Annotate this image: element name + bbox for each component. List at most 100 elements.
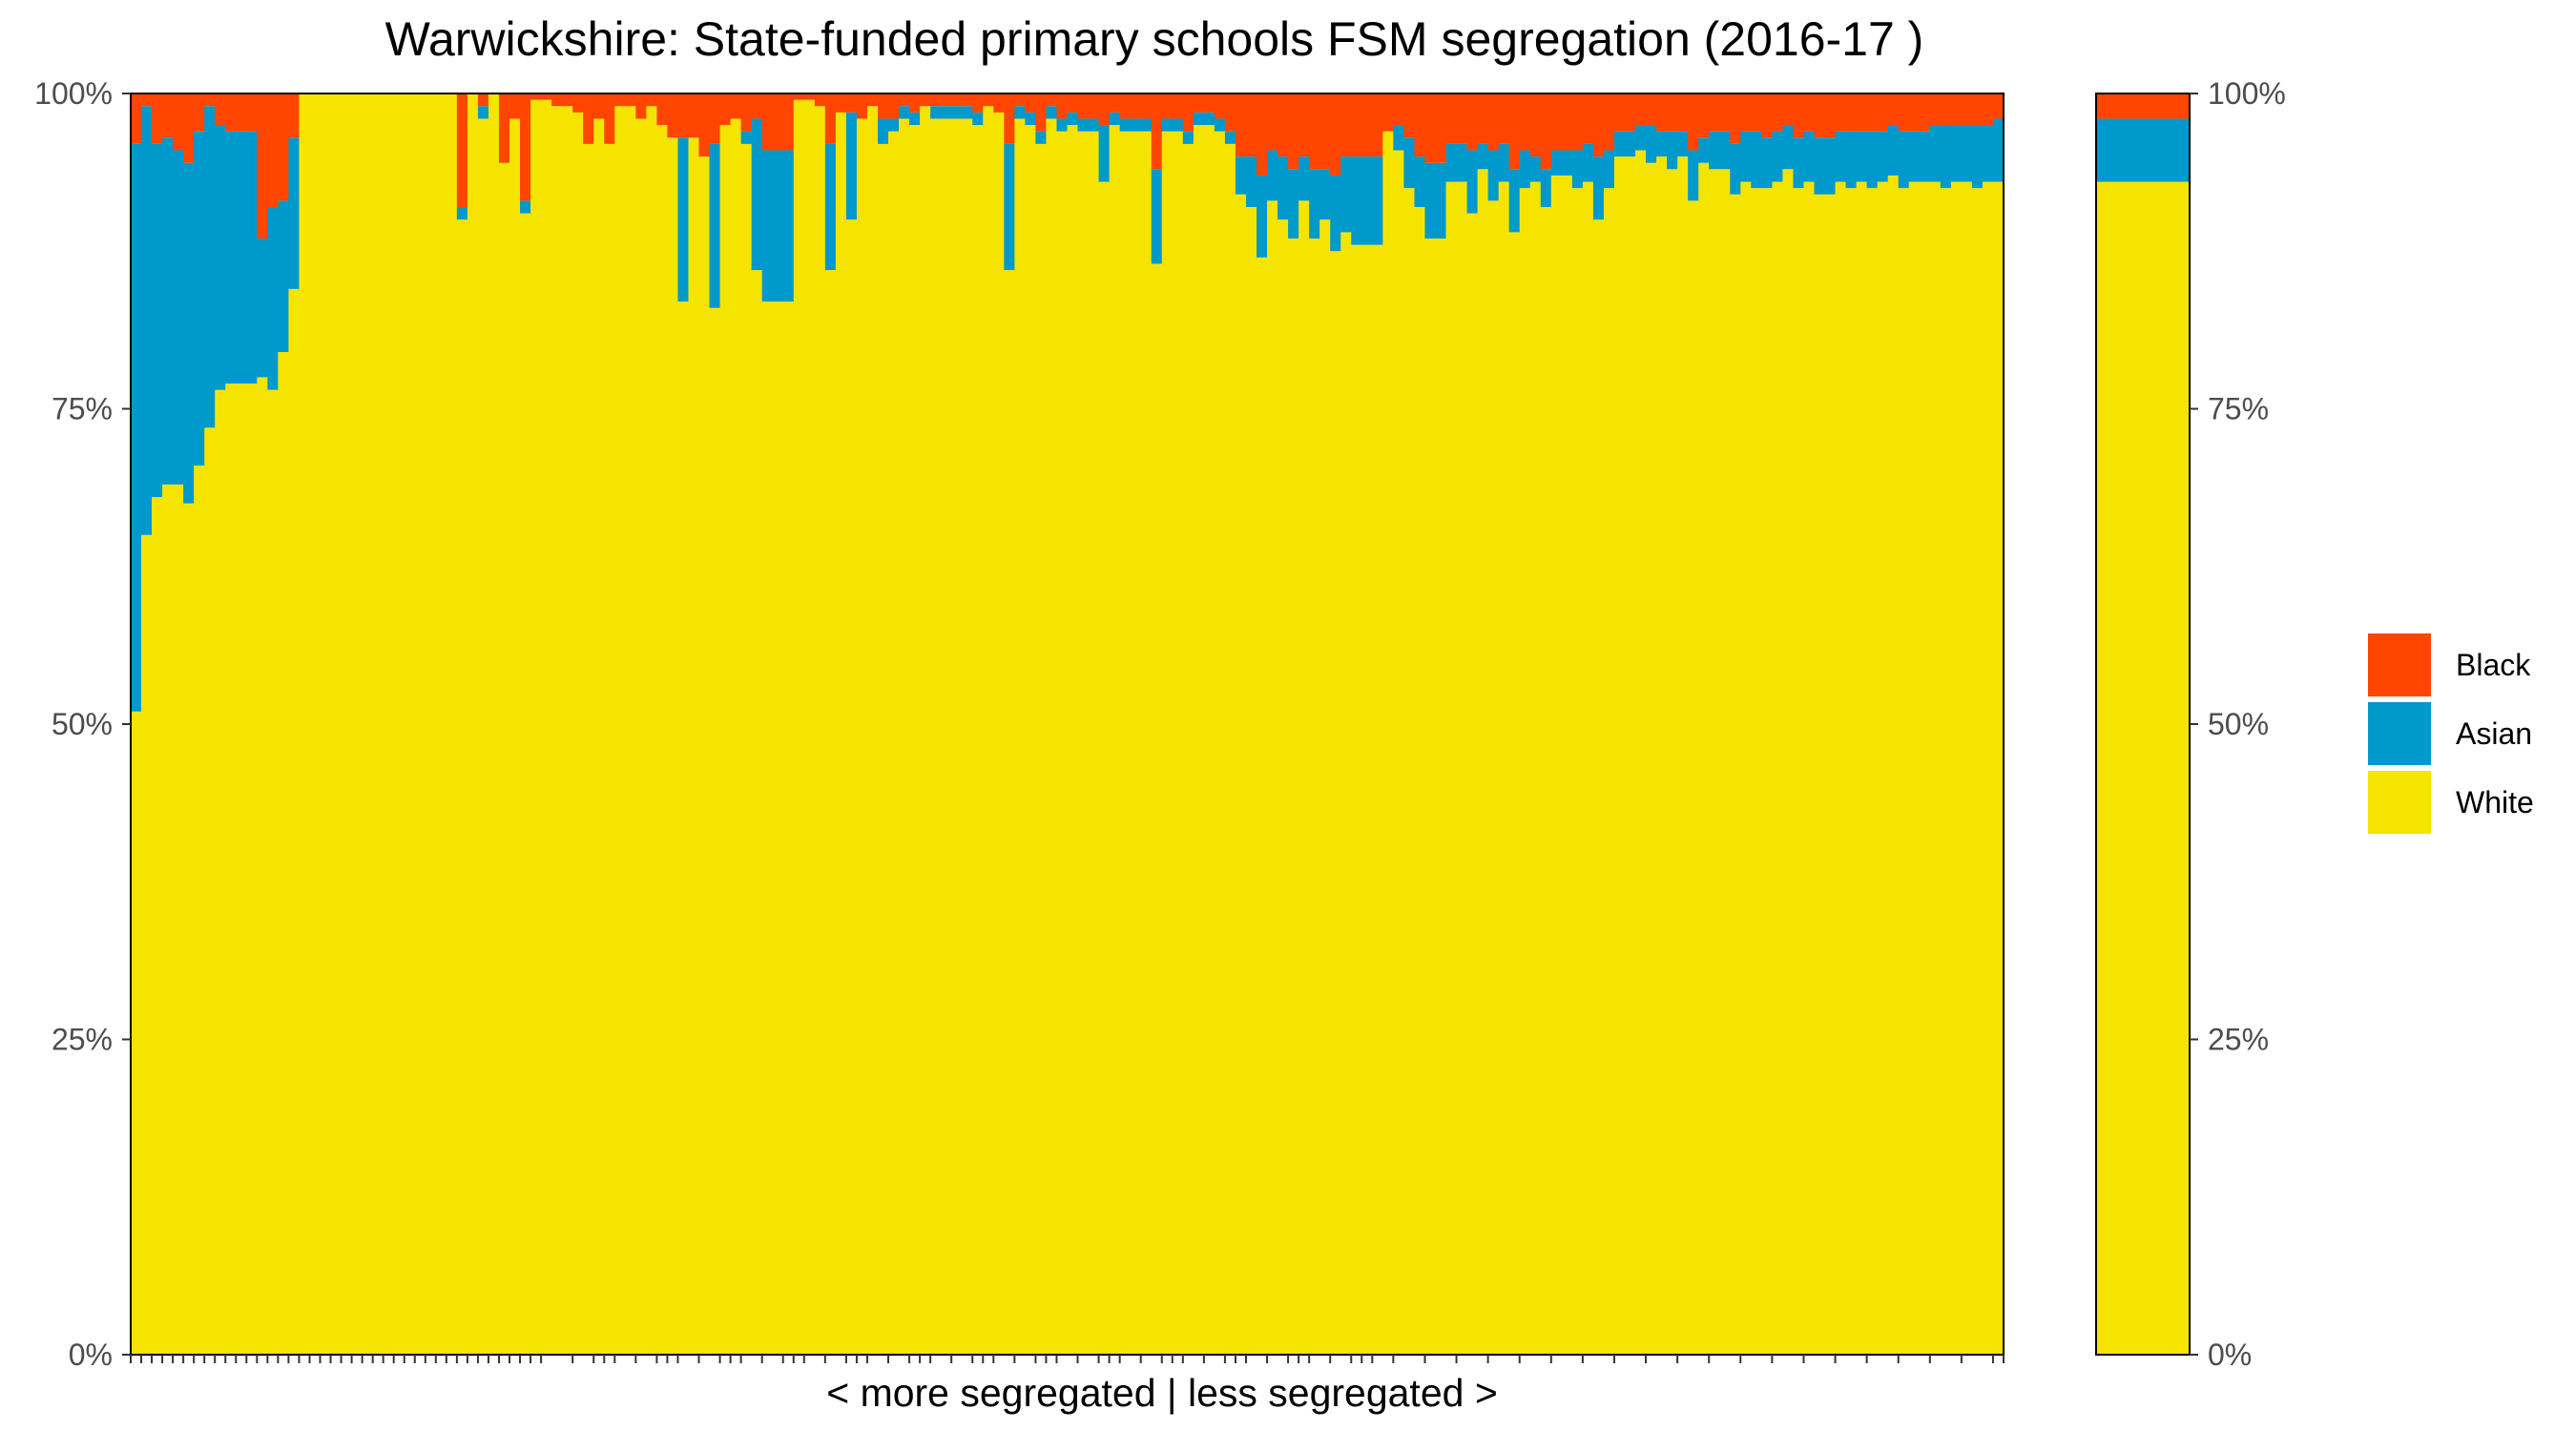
bar-segment-white-150 [1698, 162, 1710, 1356]
bar-segment-white-163 [1835, 181, 1847, 1355]
bar-segment-asian-168 [1887, 125, 1900, 176]
bar-segment-asian-149 [1688, 150, 1699, 201]
bar-segment-white-152 [1719, 169, 1731, 1355]
bar-segment-white-99 [1161, 131, 1174, 1355]
bar-segment-white-89 [1056, 131, 1069, 1355]
bar-segment-white-82 [983, 106, 994, 1356]
y-tick-label-right: 25% [2208, 1023, 2269, 1057]
bar-segment-black-77 [930, 93, 942, 107]
bar-segment-black-72 [877, 93, 889, 119]
bar-segment-asian-167 [1877, 131, 1889, 182]
bar-segment-black-7 [194, 93, 205, 132]
bar-segment-white-85 [1014, 118, 1026, 1356]
bar-segment-black-146 [1656, 93, 1668, 132]
bar-segment-asian-164 [1845, 131, 1858, 189]
bar-segment-asian-15 [278, 200, 290, 353]
bar-segment-black-136 [1550, 93, 1563, 151]
bar-segment-black-37 [509, 93, 521, 119]
bar-segment-black-104 [1214, 93, 1226, 119]
bar-segment-white-148 [1677, 156, 1689, 1356]
bar-segment-black-169 [1898, 93, 1910, 132]
bar-segment-black-16 [288, 93, 301, 138]
bar-segment-black-147 [1667, 93, 1678, 132]
bar-segment-white-52 [667, 137, 679, 1355]
bar-segment-white-78 [941, 118, 952, 1356]
bar-segment-black-108 [1257, 93, 1268, 176]
bar-segment-white-161 [1814, 194, 1826, 1355]
bar-segment-white-10 [225, 384, 237, 1355]
bar-segment-asian-121 [1393, 125, 1404, 151]
bar-segment-black-103 [1203, 93, 1215, 113]
bar-segment-white-104 [1214, 131, 1226, 1355]
bar-segment-asian-133 [1519, 150, 1531, 189]
bar-segment-white-153 [1730, 194, 1741, 1355]
bar-segment-black-90 [1067, 93, 1079, 113]
bar-segment-white-126 [1445, 181, 1458, 1355]
bar-segment-black-117 [1351, 93, 1362, 157]
bar-segment-asian-100 [1172, 118, 1184, 132]
bar-segment-white-32 [456, 219, 468, 1356]
bar-segment-black-100 [1172, 93, 1184, 119]
bar-segment-white-125 [1435, 238, 1447, 1355]
bar-segment-black-105 [1224, 93, 1236, 132]
bar-segment-black-14 [267, 93, 279, 207]
bar-segment-white-168 [1887, 175, 1900, 1356]
bar-segment-asian-32 [456, 206, 468, 220]
bar-segment-asian-173 [1940, 125, 1952, 189]
bar-segment-asian-96 [1130, 118, 1142, 132]
bar-segment-black-109 [1267, 93, 1278, 151]
bar-segment-black-94 [1109, 93, 1121, 113]
bar-segment-asian-174 [1950, 125, 1963, 182]
bar-segment-white-165 [1856, 181, 1868, 1355]
bar-segment-asian-72 [877, 118, 889, 144]
bar-segment-black-143 [1624, 93, 1636, 132]
bar-segment-white-44 [583, 143, 594, 1355]
bar-segment-white-121 [1393, 150, 1404, 1356]
bar-segment-white-156 [1761, 188, 1773, 1355]
bar-segment-asian-102 [1193, 112, 1205, 126]
bar-segment-black-114 [1319, 93, 1331, 170]
bar-segment-asian-153 [1730, 143, 1741, 195]
bar-segment-black-66 [814, 93, 826, 107]
bar-segment-white-174 [1950, 181, 1963, 1355]
bar-segment-white-146 [1656, 156, 1668, 1356]
bar-segment-black-4 [162, 93, 174, 138]
bar-segment-asian-132 [1508, 169, 1521, 233]
bar-segment-black-2 [141, 93, 153, 107]
bar-segment-asian-114 [1319, 169, 1331, 220]
bar-segment-black-158 [1782, 93, 1795, 126]
bar-segment-black-62 [772, 93, 784, 151]
bar-segment-black-49 [635, 93, 647, 119]
bar-segment-white-57 [719, 125, 732, 1355]
bar-segment-white-76 [920, 106, 931, 1356]
bar-segment-asian-172 [1929, 125, 1942, 182]
bar-segment-black-56 [709, 93, 721, 144]
bar-segment-asian-89 [1056, 118, 1069, 132]
bar-segment-white-79 [951, 118, 963, 1356]
bar-segment-black-112 [1298, 93, 1310, 157]
bar-segment-white-115 [1330, 251, 1341, 1355]
bar-segment-white-64 [793, 99, 805, 1356]
bar-segment-white-20 [330, 93, 343, 1355]
bar-segment-black-50 [646, 93, 658, 107]
bar-segment-asian-86 [1025, 112, 1037, 126]
bar-segment-white-33 [467, 93, 479, 1355]
bar-segment-asian-154 [1740, 131, 1752, 182]
bar-segment-white-122 [1403, 188, 1416, 1355]
bar-segment-white-94 [1109, 125, 1121, 1355]
legend-label-black: Black [2456, 648, 2531, 682]
bar-segment-white-88 [1046, 118, 1058, 1356]
bar-segment-asian-169 [1898, 131, 1910, 189]
bar-segment-black-150 [1698, 93, 1710, 138]
bar-segment-white-123 [1414, 206, 1426, 1356]
bar-segment-white-176 [1971, 188, 1984, 1355]
bar-segment-black-148 [1677, 93, 1689, 132]
bar-segment-white-48 [625, 106, 636, 1356]
bar-segment-white-167 [1877, 181, 1889, 1355]
bar-segment-black-64 [793, 93, 805, 100]
bar-segment-black-36 [498, 93, 510, 163]
bar-segment-black-153 [1730, 93, 1741, 144]
bar-segment-asian-106 [1235, 156, 1247, 195]
bar-segment-black-118 [1361, 93, 1373, 157]
bar-segment-black-167 [1877, 93, 1889, 132]
